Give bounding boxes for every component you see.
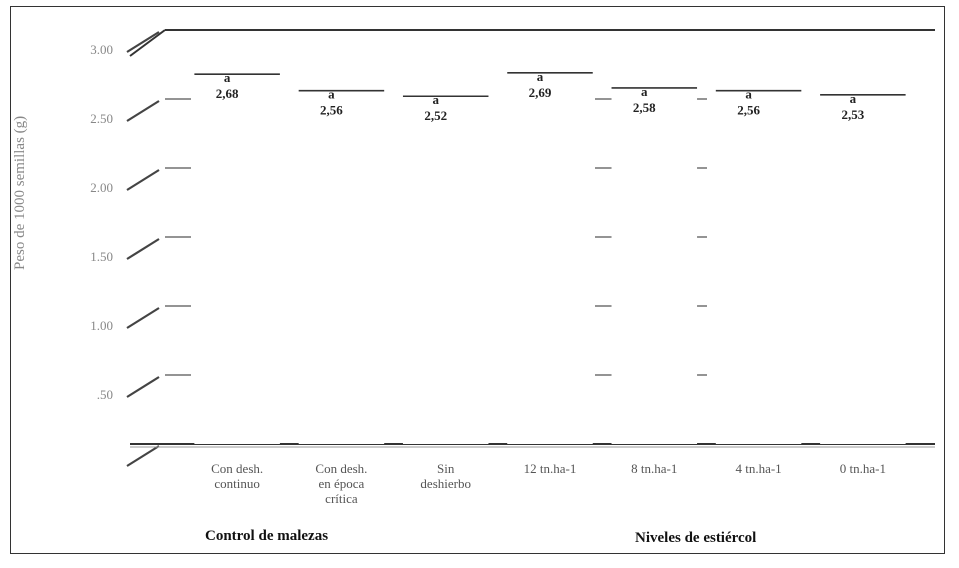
x-tick-label: 12 tn.ha-1 <box>490 461 610 476</box>
y-tick-label: 1.00 <box>90 318 113 333</box>
x-tick-label-line: en época <box>318 476 365 491</box>
bar-value-label: 2,69 <box>529 85 552 100</box>
x-tick-label: 0 tn.ha-1 <box>803 461 923 476</box>
y-tick-label: 3.00 <box>90 42 113 57</box>
plot-top-corner <box>129 29 166 57</box>
y-tick-label: .50 <box>97 387 113 402</box>
bar <box>298 90 385 444</box>
bar-letter-label: a <box>641 84 648 99</box>
y-tick-mark <box>126 238 160 260</box>
bar-value-label: 2,56 <box>320 103 343 118</box>
x-tick-label: Con desh. continuo <box>177 461 297 491</box>
x-tick-label-line: 8 tn.ha-1 <box>631 461 678 476</box>
bar <box>611 87 698 445</box>
x-tick-label: 4 tn.ha-1 <box>699 461 819 476</box>
y-tick-mark <box>126 445 160 467</box>
bar-letter-label: a <box>745 87 752 102</box>
chart-frame <box>10 6 945 554</box>
bar <box>194 74 280 444</box>
x-tick-label: Con desh. en época crítica <box>281 461 401 506</box>
bar-value-label: 2,52 <box>424 108 447 123</box>
y-tick-mark <box>126 31 160 53</box>
bar-value-label: 2,58 <box>633 100 656 115</box>
bar-value-label: 2,56 <box>737 103 760 118</box>
bar <box>507 72 593 444</box>
group-label-niveles-de-estiercol: Niveles de estiércol <box>635 530 757 546</box>
x-tick-label-line: 12 tn.ha-1 <box>523 461 577 476</box>
x-tick-label-line: 0 tn.ha-1 <box>839 461 886 476</box>
y-tick-label: 2.50 <box>90 111 113 126</box>
y-tick-mark <box>126 307 160 329</box>
y-tick-mark <box>126 169 160 191</box>
y-tick-mark <box>126 376 160 398</box>
x-tick-label-line: continuo <box>214 476 260 491</box>
x-tick-label-line: Sin <box>437 461 455 476</box>
x-tick-label-line: Con desh. <box>315 461 368 476</box>
bar-letter-label: a <box>432 92 439 107</box>
bar-letter-label: a <box>224 70 231 85</box>
bar-letter-label: a <box>850 91 857 106</box>
bar-letter-label: a <box>328 87 335 102</box>
bar-value-label: 2,68 <box>216 86 239 101</box>
x-tick-label-line: 4 tn.ha-1 <box>735 461 782 476</box>
y-tick-label: 1.50 <box>90 249 113 264</box>
bar <box>820 94 906 445</box>
group-label-control-de-malezas: Control de malezas <box>205 528 329 544</box>
bar-letter-label: a <box>537 69 544 84</box>
bar-value-label: 2,53 <box>841 107 864 122</box>
y-tick-mark <box>126 100 160 122</box>
x-tick-label-line: Con desh. <box>211 461 264 476</box>
x-tick-label: 8 tn.ha-1 <box>594 461 714 476</box>
x-tick-label: Sin deshierbo <box>386 461 506 491</box>
x-tick-label-line: deshierbo <box>420 476 471 491</box>
x-tick-label-line: crítica <box>325 491 358 506</box>
bar <box>715 90 802 444</box>
bar <box>402 96 489 445</box>
y-tick-label: 2.00 <box>90 180 113 195</box>
